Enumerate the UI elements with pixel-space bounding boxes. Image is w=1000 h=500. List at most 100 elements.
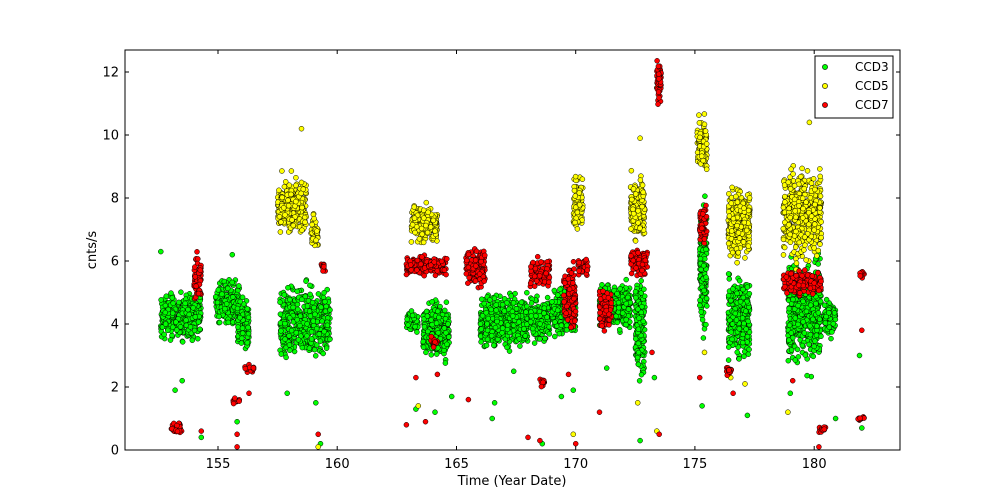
point-ccd5 bbox=[743, 227, 750, 234]
point-ccd3 bbox=[508, 293, 514, 299]
point-ccd3 bbox=[634, 354, 641, 361]
point-ccd3 bbox=[786, 337, 792, 343]
point-ccd5 bbox=[302, 219, 308, 226]
point-ccd3 bbox=[489, 415, 495, 422]
point-ccd3 bbox=[286, 315, 293, 321]
point-ccd3 bbox=[323, 303, 329, 310]
point-ccd3 bbox=[804, 372, 810, 379]
point-ccd3 bbox=[307, 282, 313, 289]
point-ccd3 bbox=[786, 305, 792, 312]
point-ccd3 bbox=[492, 324, 499, 331]
point-ccd3 bbox=[828, 335, 834, 342]
point-ccd3 bbox=[636, 315, 642, 321]
point-ccd5 bbox=[632, 238, 639, 244]
point-ccd3 bbox=[216, 313, 222, 320]
point-ccd5 bbox=[572, 193, 579, 199]
point-ccd3 bbox=[697, 255, 704, 262]
point-ccd5 bbox=[728, 200, 735, 206]
point-ccd5 bbox=[703, 166, 710, 173]
point-ccd5 bbox=[574, 226, 581, 232]
point-ccd3 bbox=[826, 310, 832, 316]
point-ccd5 bbox=[788, 166, 794, 172]
point-ccd3 bbox=[404, 316, 410, 323]
point-ccd3 bbox=[785, 357, 792, 364]
point-ccd3 bbox=[541, 310, 547, 316]
point-ccd3 bbox=[239, 335, 245, 342]
point-ccd3 bbox=[478, 326, 485, 332]
point-ccd3 bbox=[636, 378, 643, 384]
point-ccd3 bbox=[813, 332, 820, 339]
point-ccd3 bbox=[178, 289, 184, 295]
point-ccd3 bbox=[225, 285, 231, 292]
point-ccd5 bbox=[427, 224, 434, 230]
point-ccd3 bbox=[637, 437, 643, 444]
point-ccd3 bbox=[701, 287, 707, 294]
point-ccd3 bbox=[245, 330, 252, 337]
point-ccd3 bbox=[556, 330, 563, 337]
point-ccd3 bbox=[487, 297, 493, 303]
point-ccd3 bbox=[632, 288, 639, 295]
point-ccd3 bbox=[703, 246, 709, 253]
point-ccd5 bbox=[697, 134, 703, 141]
point-ccd3 bbox=[729, 321, 736, 327]
point-ccd3 bbox=[558, 393, 565, 400]
point-ccd3 bbox=[795, 302, 801, 309]
point-ccd3 bbox=[792, 357, 799, 363]
point-ccd3 bbox=[726, 276, 733, 282]
point-ccd3 bbox=[699, 317, 706, 323]
point-ccd3 bbox=[792, 315, 799, 321]
point-ccd3 bbox=[189, 337, 196, 344]
point-ccd5 bbox=[432, 228, 438, 234]
point-ccd3 bbox=[162, 321, 169, 327]
point-ccd5 bbox=[629, 196, 635, 203]
point-ccd3 bbox=[287, 296, 293, 303]
point-ccd3 bbox=[799, 342, 806, 349]
point-ccd3 bbox=[423, 349, 429, 356]
point-ccd3 bbox=[443, 299, 450, 305]
point-ccd5 bbox=[701, 111, 708, 117]
point-ccd5 bbox=[309, 221, 315, 228]
point-ccd3 bbox=[429, 321, 435, 328]
point-ccd3 bbox=[317, 338, 324, 344]
point-ccd5 bbox=[285, 197, 291, 204]
point-ccd3 bbox=[810, 353, 817, 360]
point-ccd3 bbox=[304, 321, 310, 327]
point-ccd3 bbox=[493, 307, 499, 313]
point-ccd3 bbox=[412, 323, 418, 330]
point-ccd3 bbox=[728, 329, 734, 335]
point-ccd3 bbox=[619, 310, 626, 316]
point-ccd3 bbox=[736, 278, 743, 284]
point-ccd3 bbox=[478, 339, 484, 345]
point-ccd3 bbox=[698, 309, 704, 315]
point-ccd3 bbox=[625, 294, 631, 301]
point-ccd3 bbox=[823, 296, 830, 303]
point-ccd3 bbox=[491, 295, 498, 302]
point-ccd3 bbox=[192, 314, 199, 320]
point-ccd3 bbox=[236, 283, 242, 289]
point-ccd3 bbox=[703, 295, 710, 302]
point-ccd3 bbox=[800, 319, 806, 325]
point-ccd5 bbox=[314, 228, 320, 234]
point-ccd3 bbox=[442, 307, 448, 314]
point-ccd5 bbox=[409, 221, 416, 228]
point-ccd5 bbox=[311, 215, 317, 222]
point-ccd5 bbox=[300, 186, 307, 192]
point-ccd5 bbox=[424, 229, 431, 236]
point-ccd5 bbox=[639, 203, 645, 210]
point-ccd5 bbox=[735, 230, 742, 236]
point-ccd5 bbox=[702, 128, 709, 134]
point-ccd3 bbox=[408, 308, 415, 314]
point-ccd3 bbox=[638, 371, 645, 378]
point-ccd5 bbox=[726, 213, 733, 219]
point-ccd3 bbox=[623, 276, 629, 283]
point-ccd3 bbox=[314, 342, 320, 348]
point-ccd3 bbox=[215, 287, 222, 293]
point-ccd3 bbox=[831, 310, 838, 316]
point-ccd3 bbox=[310, 318, 317, 324]
point-ccd3 bbox=[304, 333, 310, 339]
point-ccd3 bbox=[244, 306, 251, 312]
point-ccd3 bbox=[829, 329, 835, 335]
point-ccd3 bbox=[504, 322, 511, 328]
point-ccd3 bbox=[425, 328, 431, 335]
point-ccd3 bbox=[302, 293, 309, 300]
